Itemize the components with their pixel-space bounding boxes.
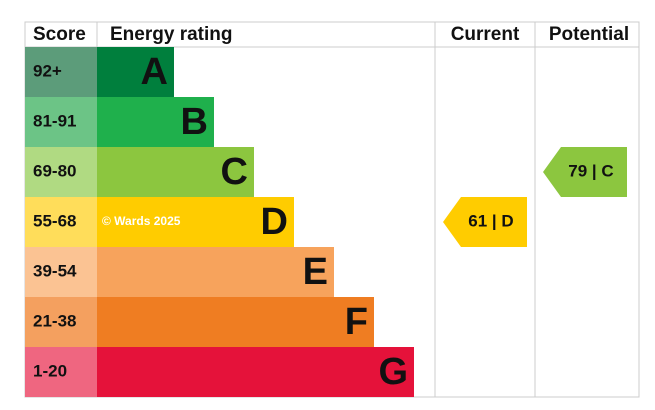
rating-bar: [97, 197, 294, 247]
rating-bar: [97, 247, 334, 297]
rating-letter: D: [261, 201, 288, 243]
header-rating: Energy rating: [110, 24, 232, 45]
rating-bar: [97, 147, 254, 197]
header-potential: Potential: [549, 24, 629, 45]
score-label: 55-68: [33, 211, 76, 230]
rating-letter: G: [378, 351, 408, 393]
score-cell: [25, 97, 97, 147]
score-cell: [25, 247, 97, 297]
score-label: 39-54: [33, 261, 77, 280]
score-label: 1-20: [33, 361, 67, 380]
score-label: 69-80: [33, 161, 76, 180]
rating-letter: C: [221, 151, 248, 193]
score-cell: [25, 297, 97, 347]
header-score: Score: [33, 24, 86, 45]
rating-bar: [97, 347, 414, 397]
current-arrow: [443, 197, 527, 247]
potential-arrow: [543, 147, 627, 197]
header-current: Current: [451, 24, 520, 45]
score-label: 92+: [33, 61, 62, 80]
rating-bar: [97, 97, 214, 147]
rating-letter: E: [303, 251, 328, 293]
score-label: 81-91: [33, 111, 76, 130]
score-cell: [25, 47, 97, 97]
watermark: © Wards 2025: [102, 214, 181, 228]
potential-label: 79 | C: [568, 161, 613, 180]
rating-letter: F: [345, 301, 368, 343]
score-label: 21-38: [33, 311, 76, 330]
score-cell: [25, 197, 97, 247]
rating-bar: [97, 47, 174, 97]
rating-letter: B: [181, 101, 208, 143]
rating-letter: A: [141, 51, 168, 93]
score-cell: [25, 147, 97, 197]
score-cell: [25, 347, 97, 397]
current-label: 61 | D: [468, 211, 513, 230]
rating-bar: [97, 297, 374, 347]
